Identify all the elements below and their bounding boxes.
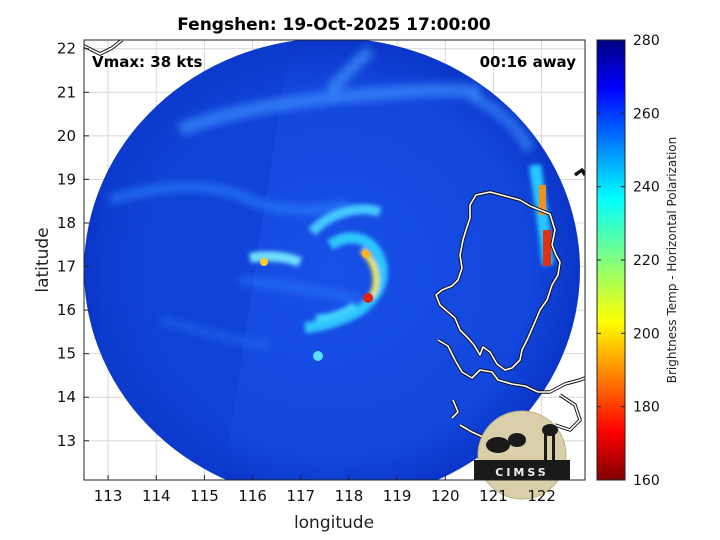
colorbar-tick-label: 200 xyxy=(633,326,660,342)
spiral-band-main xyxy=(304,232,388,334)
colorbar-tick-label: 260 xyxy=(633,106,660,122)
storm-features xyxy=(249,164,554,361)
x-axis-label: longitude xyxy=(294,513,374,533)
hot-spot-luzon xyxy=(543,230,551,266)
y-tick-label: 18 xyxy=(57,214,76,232)
time-away-label: 00:16 away xyxy=(480,53,577,71)
y-tick-label: 17 xyxy=(57,258,76,276)
coastlines xyxy=(84,40,585,449)
vmax-label: Vmax: 38 kts xyxy=(92,53,202,71)
x-tick-label: 113 xyxy=(94,487,123,505)
y-tick-label: 20 xyxy=(57,127,76,145)
x-tick-label: 116 xyxy=(238,487,267,505)
colorbar-tick-label: 220 xyxy=(633,253,660,269)
x-tick-label: 117 xyxy=(286,487,315,505)
spiral-band-north xyxy=(308,204,382,236)
swath-seam-shade xyxy=(100,40,290,480)
y-tick-label: 14 xyxy=(57,388,76,406)
colorbar-tick-label: 280 xyxy=(633,33,660,49)
cloud-bands xyxy=(108,45,536,350)
west-band xyxy=(249,251,302,267)
cimss-logo: CIMSS xyxy=(474,410,570,500)
y-axis-label: latitude xyxy=(33,227,53,292)
chart-title: Fengshen: 19-Oct-2025 17:00:00 xyxy=(177,15,491,35)
x-tick-label: 118 xyxy=(335,487,364,505)
swath xyxy=(84,40,580,480)
y-tick-label: 13 xyxy=(57,432,76,450)
colorbar-tick-label: 160 xyxy=(633,473,660,489)
logo-text: CIMSS xyxy=(495,466,548,479)
colorbar xyxy=(596,39,626,481)
y-tick-label: 19 xyxy=(57,170,76,188)
x-tick-labels: 113 114 115 116 117 118 119 120 121 122 xyxy=(94,475,556,505)
colorbar-label: Brightness Temp - Horizontal Polarizatio… xyxy=(665,137,679,384)
x-tick-label: 121 xyxy=(479,487,508,505)
y-tick-label: 15 xyxy=(57,345,76,363)
logo-dish-1 xyxy=(486,437,510,453)
y-tick-labels: 13 14 15 16 17 18 19 20 21 22 xyxy=(57,40,89,450)
cell-south xyxy=(313,351,323,361)
hot-spot-north xyxy=(362,250,370,258)
colorbar-ticks: 160 180 200 220 240 260 280 xyxy=(597,33,660,489)
colorbar-tick-label: 180 xyxy=(633,400,660,416)
y-tick-label: 21 xyxy=(57,83,76,101)
south-band xyxy=(315,302,358,322)
x-tick-label: 122 xyxy=(527,487,556,505)
logo-tower xyxy=(542,424,558,436)
x-tick-label: 120 xyxy=(431,487,460,505)
y-tick-label: 16 xyxy=(57,301,76,319)
y-tick-label: 22 xyxy=(57,40,76,58)
swath-texture xyxy=(100,40,536,480)
hot-spot-luzon-north xyxy=(539,185,546,215)
axes-frame xyxy=(83,39,586,481)
x-tick-label: 119 xyxy=(383,487,412,505)
logo-band xyxy=(474,460,570,480)
logo-dish-2 xyxy=(508,433,526,447)
hot-spot-west xyxy=(260,258,268,266)
x-tick-label: 115 xyxy=(190,487,219,505)
hot-spot-core xyxy=(363,293,373,303)
x-tick-label: 114 xyxy=(142,487,171,505)
colorbar-tick-label: 240 xyxy=(633,180,660,196)
